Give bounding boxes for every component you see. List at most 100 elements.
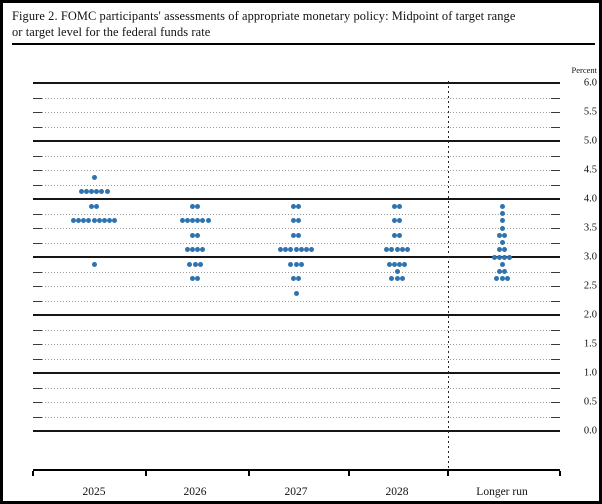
fomc-projection-dot <box>189 203 195 209</box>
fomc-projection-dot <box>99 189 105 195</box>
fomc-projection-dot <box>494 276 500 282</box>
title-rule <box>12 43 595 45</box>
gridline-dotted <box>33 228 560 229</box>
gridline-solid <box>33 140 560 142</box>
fomc-projection-dot <box>399 247 405 253</box>
gridline-solid <box>33 372 560 374</box>
fomc-projection-dot <box>502 254 508 260</box>
x-axis-tick <box>559 471 561 476</box>
gridline-solid <box>33 314 560 316</box>
fomc-projection-dot <box>496 254 502 260</box>
gridline-dotted <box>33 242 560 244</box>
fomc-projection-dot <box>200 218 206 224</box>
fomc-projection-dot <box>499 240 505 245</box>
fomc-projection-dot <box>205 218 211 224</box>
fomc-projection-dot <box>402 261 408 267</box>
fomc-projection-dot <box>184 247 190 253</box>
fomc-projection-dot <box>189 218 195 224</box>
fomc-projection-dot <box>192 261 198 267</box>
fomc-projection-dot <box>499 218 505 224</box>
fomc-projection-dot <box>195 218 201 224</box>
fomc-projection-dot <box>491 254 497 260</box>
gridline-dotted <box>33 300 560 302</box>
fomc-projection-dot <box>296 232 302 238</box>
fomc-projection-dot <box>101 218 107 224</box>
gridline-dotted <box>33 170 560 171</box>
fomc-projection-dot <box>397 232 403 238</box>
fomc-projection-dot <box>290 203 296 209</box>
fomc-projection-dot <box>96 218 102 224</box>
fomc-projection-dot <box>283 247 289 253</box>
gridline-dotted <box>33 271 560 273</box>
fomc-projection-dot <box>394 276 400 282</box>
fomc-projection-dot <box>290 276 296 282</box>
fomc-projection-dot <box>107 218 113 224</box>
x-axis-category-label: 2025 <box>82 486 106 498</box>
fomc-projection-dot <box>187 261 193 267</box>
fomc-projection-dot <box>88 203 94 209</box>
y-axis-tick-label: 5.0 <box>583 135 597 147</box>
fomc-projection-dot <box>195 276 201 282</box>
fomc-projection-dot <box>298 247 304 253</box>
gridline-dotted <box>33 358 560 360</box>
fomc-projection-dot <box>195 247 201 253</box>
x-axis-category-label: Longer run <box>476 486 528 498</box>
gridline-dotted <box>33 416 560 418</box>
fomc-projection-dot <box>502 247 508 253</box>
fomc-projection-dot <box>184 218 190 224</box>
fomc-projection-dot <box>200 247 206 253</box>
x-axis-line <box>33 469 560 471</box>
fomc-projection-dot <box>88 189 94 195</box>
fomc-projection-dot <box>499 203 505 209</box>
fomc-projection-dot <box>499 261 505 267</box>
plot-area: 6.0 5.5 5.0 4.5 4.0 3.5 3.0 2.5 2.0 1.5 1.0 0.5 0.0 2… <box>3 3 599 501</box>
x-axis-category-label: 2027 <box>284 486 308 498</box>
x-axis-category-label: 2026 <box>183 486 207 498</box>
fomc-projection-dot <box>391 218 397 224</box>
x-axis-category-label: 2028 <box>385 486 409 498</box>
fomc-projection-dot <box>309 247 315 253</box>
fomc-projection-dot <box>290 232 296 238</box>
fomc-projection-dot <box>293 290 299 296</box>
y-axis-tick-label: 0.5 <box>583 396 597 408</box>
fomc-projection-dot <box>394 247 400 253</box>
fomc-projection-dot <box>91 174 97 180</box>
fomc-projection-dot <box>293 247 299 253</box>
figure-title-line-2: or target level for the federal funds ra… <box>12 25 211 39</box>
fomc-projection-dot <box>94 203 100 209</box>
x-axis-tick <box>447 471 449 476</box>
gridline-dotted <box>33 329 560 331</box>
fomc-projection-dot <box>104 189 110 195</box>
gridline-dotted <box>33 97 560 99</box>
y-axis-tick-label: 0.0 <box>583 425 597 437</box>
y-axis-tick-label: 6.0 <box>583 77 597 89</box>
fomc-projection-dot <box>496 269 502 274</box>
gridline-solid <box>33 82 560 84</box>
fomc-projection-dot <box>502 269 508 274</box>
fomc-projection-dot <box>397 261 403 267</box>
fomc-projection-dot <box>499 276 505 282</box>
fomc-projection-dot <box>499 225 505 231</box>
fomc-projection-dot <box>507 254 513 260</box>
fomc-projection-dot <box>277 247 283 253</box>
fomc-projection-dot <box>288 261 294 267</box>
y-axis-tick-label: 4.5 <box>583 164 597 176</box>
y-axis-tick-label: 2.5 <box>583 280 597 292</box>
fomc-projection-dot <box>397 203 403 209</box>
fomc-projection-dot <box>78 189 84 195</box>
gridline-dotted <box>33 387 560 389</box>
fomc-projection-dot <box>91 261 97 267</box>
fomc-projection-dot <box>288 247 294 253</box>
y-axis-tick-label: 1.5 <box>583 338 597 350</box>
fomc-projection-dot <box>189 276 195 282</box>
fomc-projection-dot <box>197 261 203 267</box>
y-axis-tick-label: 3.5 <box>583 222 597 234</box>
fomc-projection-dot <box>290 218 296 224</box>
fomc-projection-dot <box>296 203 302 209</box>
fomc-projection-dot <box>303 247 309 253</box>
y-axis-tick-label: 1.0 <box>583 367 597 379</box>
gridline-dotted <box>33 286 560 287</box>
x-axis-tick <box>248 471 250 476</box>
y-axis-tick-label: 2.0 <box>583 309 597 321</box>
